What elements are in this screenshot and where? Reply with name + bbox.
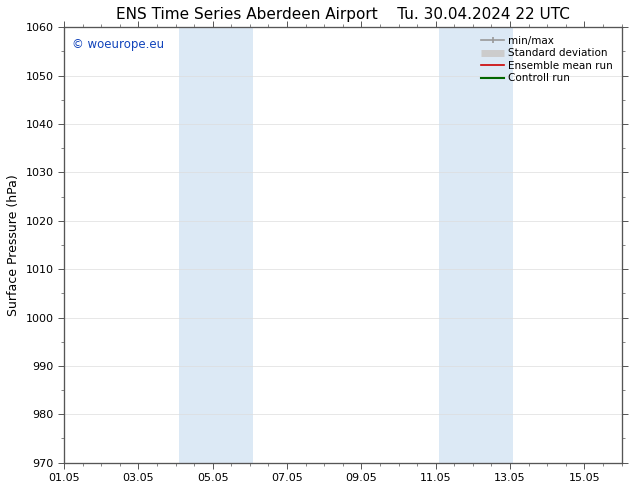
Title: ENS Time Series Aberdeen Airport    Tu. 30.04.2024 22 UTC: ENS Time Series Aberdeen Airport Tu. 30.…: [116, 7, 570, 22]
Bar: [179, 27, 253, 463]
Text: © woeurope.eu: © woeurope.eu: [72, 38, 165, 51]
Bar: [439, 27, 513, 463]
Legend: min/max, Standard deviation, Ensemble mean run, Controll run: min/max, Standard deviation, Ensemble me…: [478, 32, 616, 87]
Y-axis label: Surface Pressure (hPa): Surface Pressure (hPa): [7, 174, 20, 316]
